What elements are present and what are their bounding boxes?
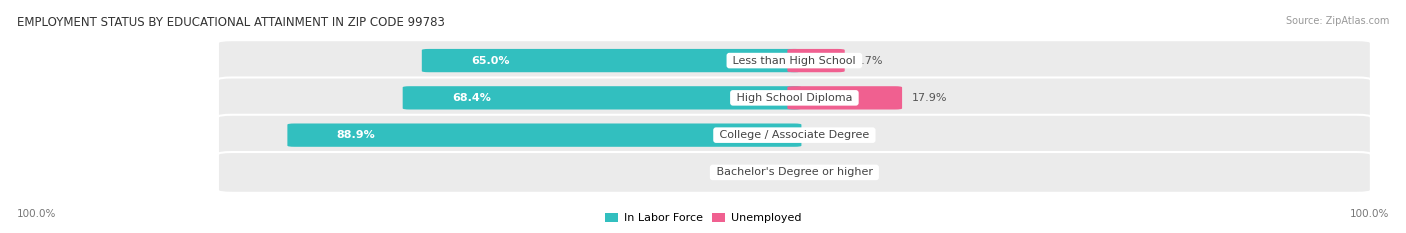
Text: 0.0%: 0.0% bbox=[811, 168, 839, 177]
Text: 88.9%: 88.9% bbox=[336, 130, 375, 140]
FancyBboxPatch shape bbox=[787, 49, 845, 72]
Text: EMPLOYMENT STATUS BY EDUCATIONAL ATTAINMENT IN ZIP CODE 99783: EMPLOYMENT STATUS BY EDUCATIONAL ATTAINM… bbox=[17, 16, 444, 29]
Text: 7.7%: 7.7% bbox=[855, 56, 883, 65]
Text: Bachelor's Degree or higher: Bachelor's Degree or higher bbox=[713, 168, 876, 177]
Text: 100.0%: 100.0% bbox=[1350, 209, 1389, 219]
Text: 17.9%: 17.9% bbox=[912, 93, 948, 103]
Text: Source: ZipAtlas.com: Source: ZipAtlas.com bbox=[1285, 16, 1389, 26]
FancyBboxPatch shape bbox=[218, 152, 1371, 193]
Text: 68.4%: 68.4% bbox=[451, 93, 491, 103]
FancyBboxPatch shape bbox=[787, 86, 903, 110]
Text: High School Diploma: High School Diploma bbox=[733, 93, 856, 103]
Text: Less than High School: Less than High School bbox=[730, 56, 859, 65]
FancyBboxPatch shape bbox=[287, 123, 801, 147]
FancyBboxPatch shape bbox=[422, 49, 801, 72]
Text: College / Associate Degree: College / Associate Degree bbox=[716, 130, 873, 140]
Text: 65.0%: 65.0% bbox=[471, 56, 509, 65]
Legend: In Labor Force, Unemployed: In Labor Force, Unemployed bbox=[600, 208, 806, 227]
Text: 100.0%: 100.0% bbox=[17, 209, 56, 219]
FancyBboxPatch shape bbox=[218, 77, 1371, 118]
Text: 0.0%: 0.0% bbox=[811, 130, 839, 140]
FancyBboxPatch shape bbox=[218, 115, 1371, 156]
FancyBboxPatch shape bbox=[218, 40, 1371, 81]
FancyBboxPatch shape bbox=[402, 86, 801, 110]
Text: 0.0%: 0.0% bbox=[745, 168, 773, 177]
